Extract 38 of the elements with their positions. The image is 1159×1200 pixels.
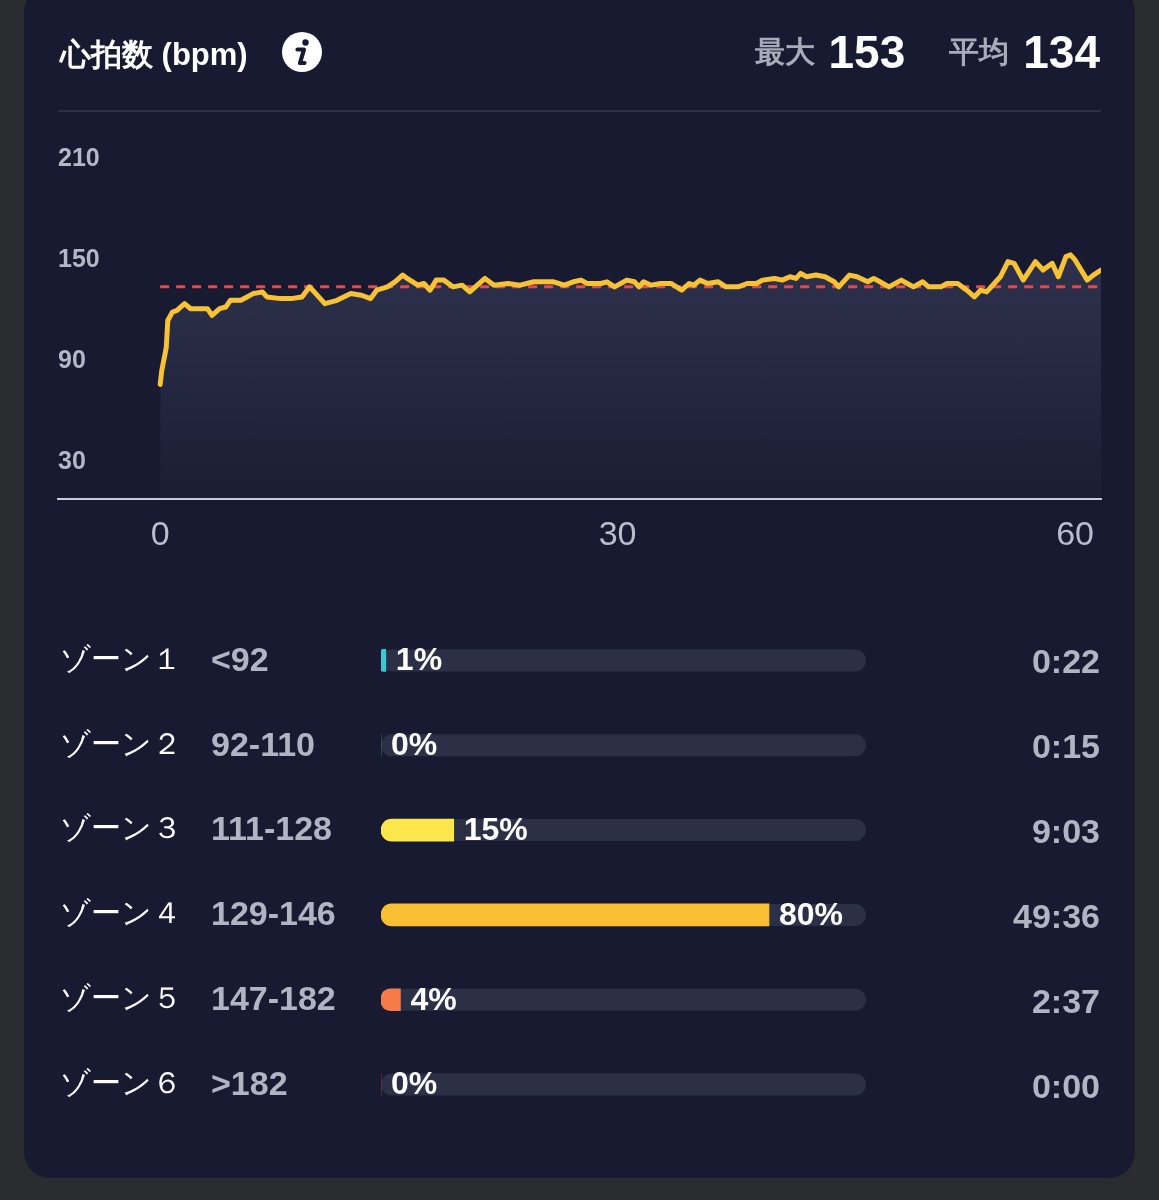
y-tick-label: ゾーン１ [60, 641, 182, 675]
text: 最大 [754, 33, 815, 70]
data-label: 1% [395, 641, 443, 678]
bar [381, 649, 387, 672]
data-label: 4% [410, 980, 457, 1017]
data-label: 0% [391, 1065, 438, 1102]
y-tick-label: ゾーン４ [60, 896, 182, 930]
y2-tick-label: 111-128 [211, 809, 333, 848]
x-tick-label: 30 [598, 513, 637, 552]
y-tick-label: 150 [58, 243, 100, 272]
y2-tick-label: <92 [211, 639, 269, 678]
bar [381, 818, 455, 842]
text: 0:00 [1031, 1065, 1100, 1106]
x-tick-label: 0 [150, 513, 170, 552]
text: 134 [1023, 25, 1100, 79]
y-tick-label: ゾーン５ [60, 981, 182, 1015]
text: 153 [828, 25, 906, 79]
y2-tick-label: 129-146 [211, 894, 336, 933]
text: 49:36 [1013, 895, 1100, 936]
y-tick-label: 210 [58, 142, 100, 171]
y-tick-label: 30 [58, 445, 86, 474]
text: 0:22 [1031, 641, 1100, 682]
y-tick-label: 90 [58, 344, 86, 373]
x-tick-label: 60 [1056, 513, 1094, 552]
data-label: 0% [391, 726, 438, 763]
text: 0:15 [1031, 726, 1100, 767]
y-tick-label: ゾーン６ [60, 1065, 182, 1099]
data-label: 80% [779, 895, 844, 932]
y2-tick-label: 92-110 [211, 724, 315, 763]
y-tick-label: ゾーン３ [60, 811, 182, 845]
text: 2:37 [1031, 980, 1100, 1021]
chart-title: 心拍数 (bpm) [60, 36, 248, 74]
y-tick-label: ゾーン２ [60, 726, 182, 760]
text: 平均 [949, 33, 1010, 70]
y2-tick-label: >182 [211, 1063, 288, 1102]
data-label: 15% [463, 810, 528, 847]
text: 9:03 [1031, 811, 1100, 852]
y2-tick-label: 147-182 [211, 979, 336, 1018]
